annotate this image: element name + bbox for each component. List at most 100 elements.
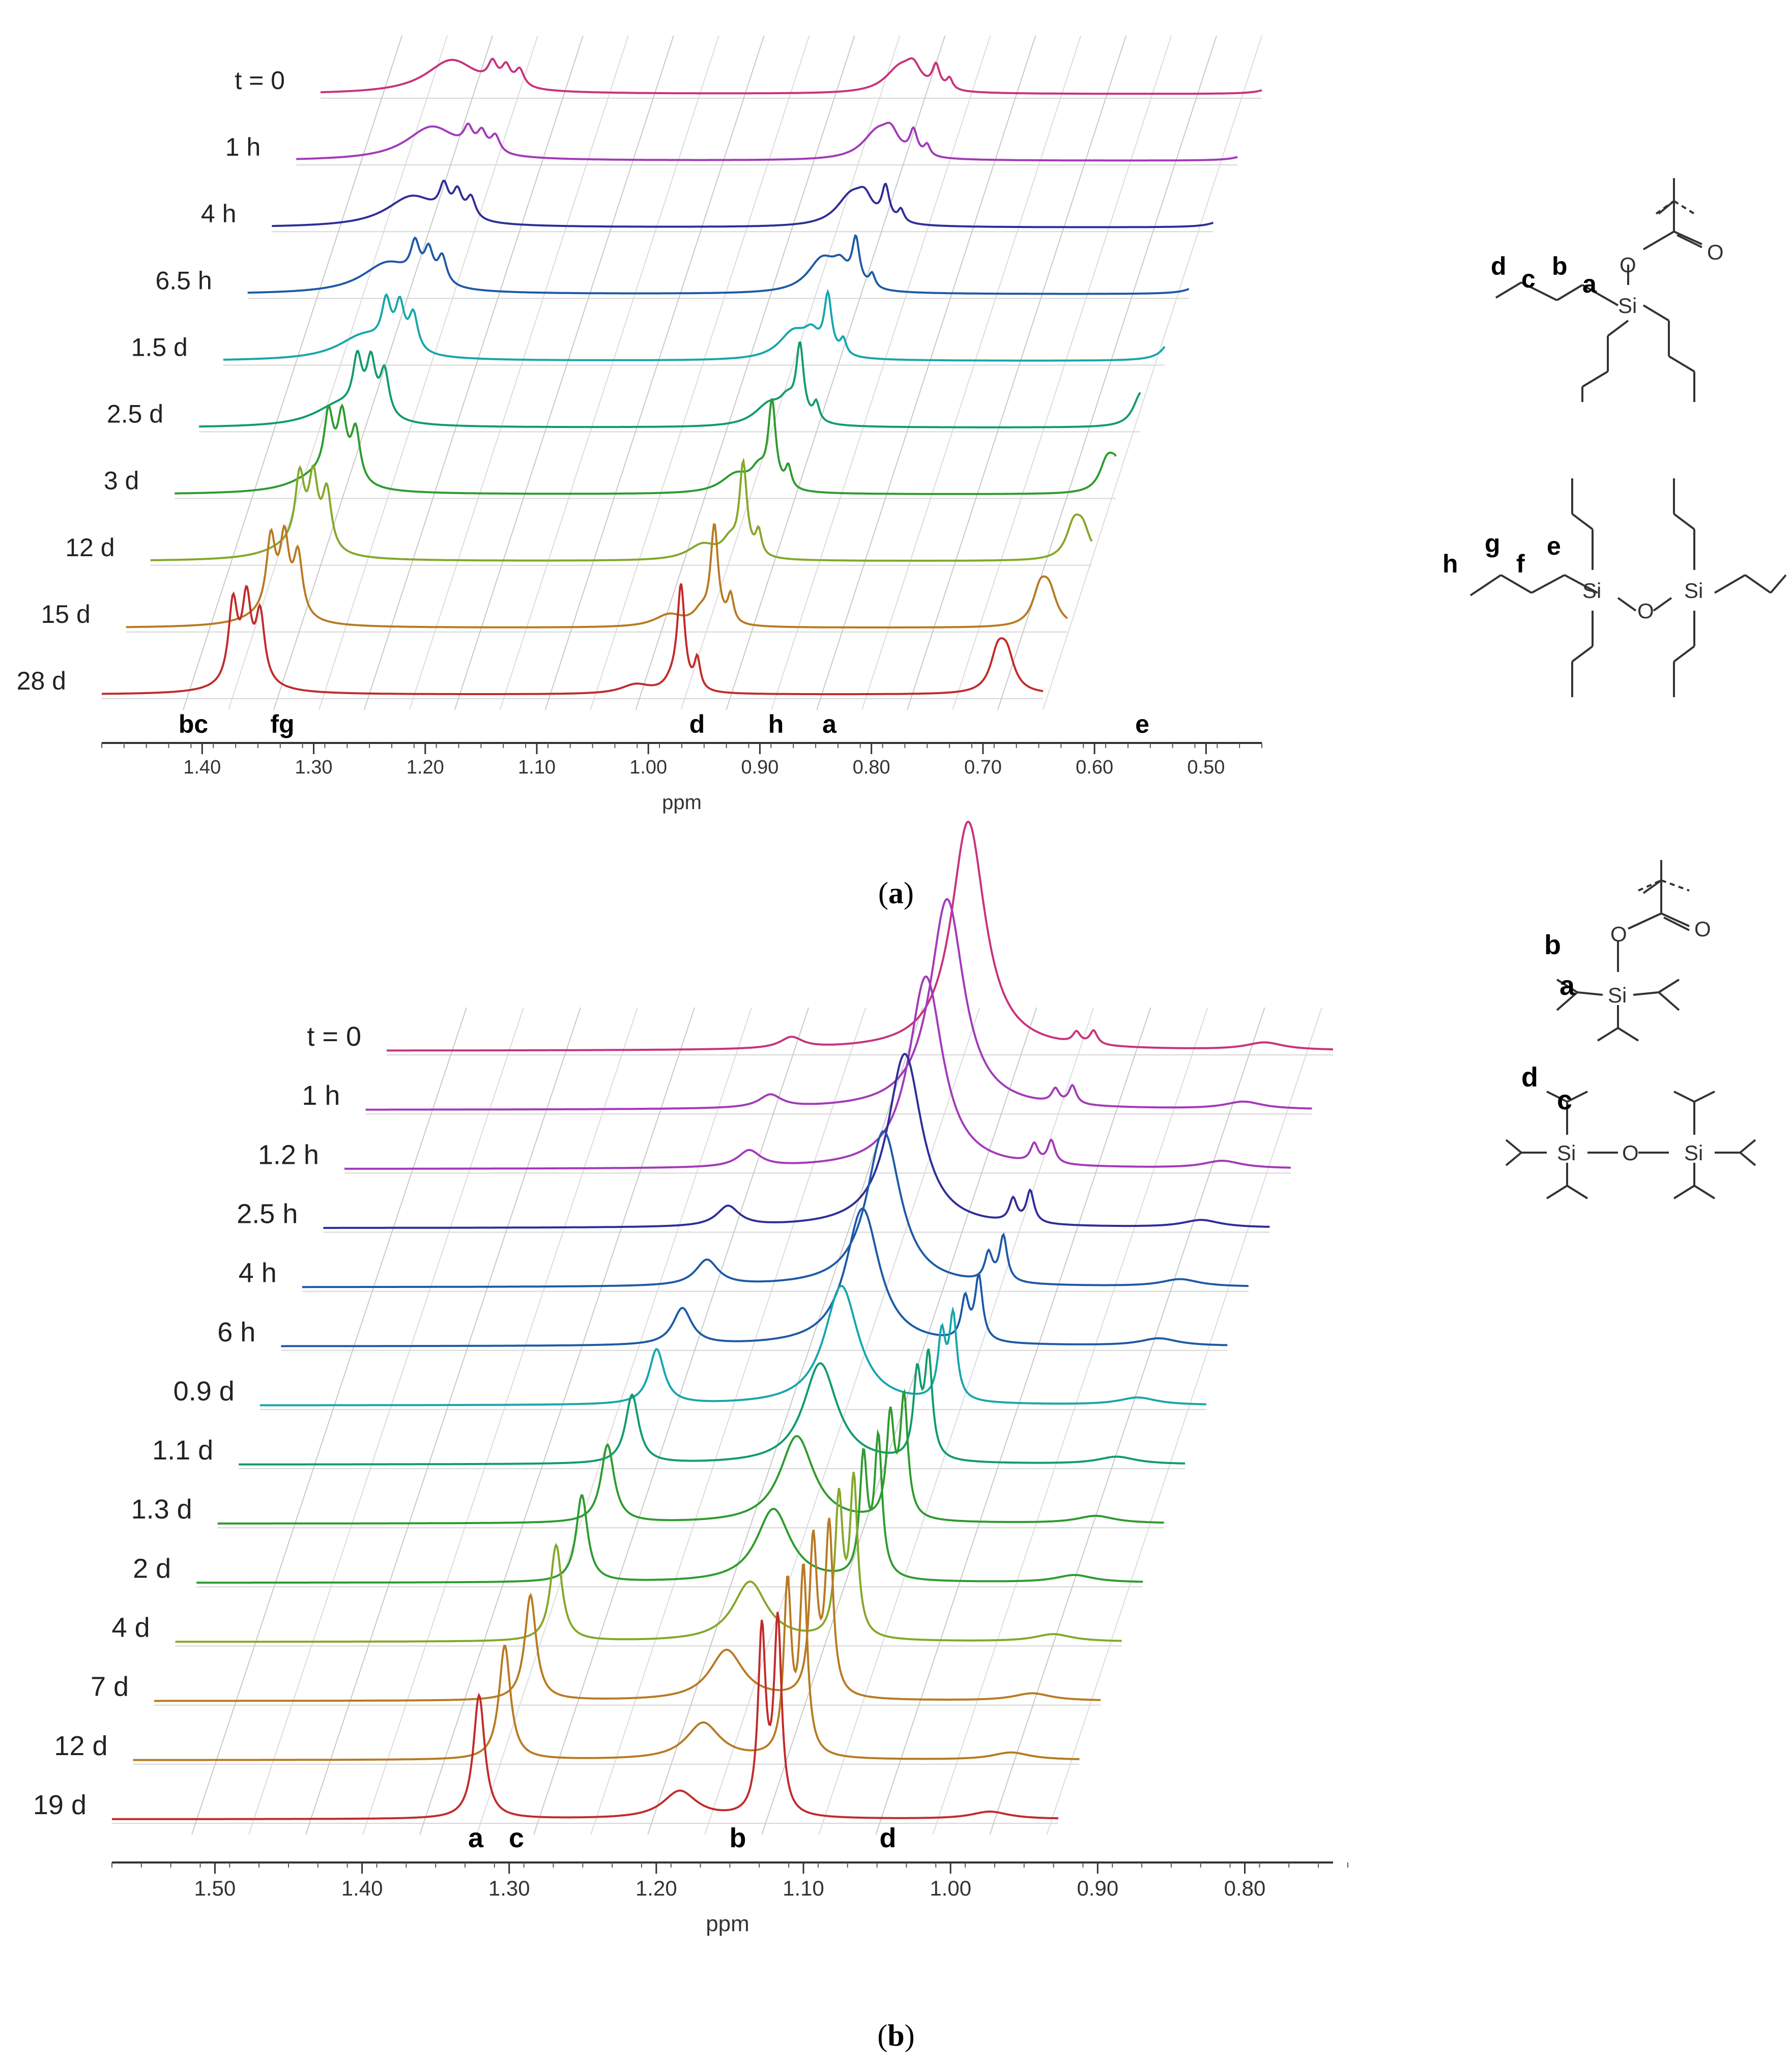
grid-slant — [771, 35, 991, 710]
x-tick-label: 1.50 — [194, 1876, 236, 1900]
x-tick-label: 0.80 — [853, 757, 890, 778]
x-tick-label: 0.80 — [1224, 1876, 1266, 1900]
annotation-b-b: b — [730, 1823, 746, 1853]
spectrum-trace — [302, 1130, 1249, 1288]
grid-slant — [1046, 1007, 1322, 1835]
series-label: 1.2 h — [258, 1139, 319, 1170]
structure-atom-si: Si — [1618, 294, 1637, 318]
structure-tributylsilyl-ester — [1495, 178, 1702, 402]
grid-slant — [590, 35, 810, 710]
series-label: 4 h — [239, 1258, 277, 1288]
spectrum-trace — [126, 523, 1068, 628]
series-label: 2 d — [133, 1553, 171, 1584]
grid-slant — [305, 1007, 581, 1835]
spectrum-trace — [387, 820, 1333, 1052]
x-tick-label: 1.00 — [629, 757, 667, 778]
structure-label-a: a — [1582, 270, 1597, 298]
x-tick-label: 1.30 — [488, 1876, 530, 1900]
spectrum-trace — [296, 122, 1238, 162]
structure-b-atom-si-right: Si — [1684, 1141, 1703, 1165]
grid-slant — [816, 35, 1036, 710]
grid-slant — [248, 1007, 524, 1835]
series-label: 0.9 d — [174, 1376, 235, 1407]
x-tick-label: 0.60 — [1076, 757, 1113, 778]
grid-slant — [191, 1007, 467, 1835]
grid-slant — [590, 1007, 866, 1835]
spectrum-trace — [344, 975, 1291, 1170]
grid-slant — [419, 1007, 696, 1835]
spectrum-trace — [281, 1207, 1228, 1348]
panel-a-x-ticks: 1.40 1.30 1.20 1.10 1.00 0.90 0.80 0.70 0.60 0.50 — [101, 743, 1262, 778]
grid-slant — [818, 1007, 1094, 1835]
structure-label-f: f — [1516, 550, 1525, 578]
structure-b-label-d: d — [1521, 1062, 1538, 1093]
series-label: 1.3 d — [131, 1494, 192, 1525]
series-label: 1.1 d — [152, 1435, 213, 1466]
panel-a-traces — [102, 57, 1262, 696]
spectrum-trace — [247, 234, 1190, 295]
structure-b-atom-o: O — [1610, 922, 1627, 946]
grid-slant — [273, 35, 493, 710]
series-label: 7 d — [91, 1672, 129, 1702]
panel-a-chart: t = 0 1 h 4 h 6.5 h 1.5 d 2.5 d 3 d 12 d 15 d 28 … — [17, 35, 1787, 910]
structure-label-g: g — [1485, 529, 1500, 558]
spectrum-trace — [223, 289, 1166, 362]
spectrum-trace — [199, 341, 1141, 428]
series-label: 4 d — [112, 1613, 150, 1643]
annotation-h: h — [768, 710, 784, 738]
structure-label-d: d — [1491, 252, 1507, 280]
spectrum-trace — [175, 1472, 1122, 1643]
structure-b-label-a: a — [1559, 970, 1575, 1001]
structure-triisopropylsilyl-ester — [1556, 860, 1690, 1042]
x-tick-label: 1.00 — [930, 1876, 971, 1900]
x-tick-label: 0.90 — [741, 757, 778, 778]
series-label: 1 h — [225, 133, 261, 161]
grid-slant — [183, 35, 403, 710]
spectrum-trace — [272, 180, 1214, 228]
spectrum-trace — [112, 1612, 1059, 1820]
grid-slant — [952, 35, 1172, 710]
series-label: 3 d — [104, 467, 139, 495]
structure-atom-si-left: Si — [1582, 579, 1601, 603]
spectrum-trace — [154, 1517, 1101, 1702]
panel-a-grid — [102, 35, 1262, 710]
series-label: 12 d — [65, 533, 114, 562]
grid-slant — [454, 35, 674, 710]
annotation-e: e — [1135, 710, 1149, 738]
spectrum-trace — [365, 898, 1312, 1111]
series-label: 2.5 h — [237, 1198, 298, 1229]
x-tick-label: 1.10 — [783, 1876, 824, 1900]
grid-slant — [409, 35, 629, 710]
structure-atom-o: O — [1620, 253, 1636, 277]
x-tick-label: 1.40 — [341, 1876, 383, 1900]
grid-slant — [997, 35, 1218, 710]
structure-label-b: b — [1552, 252, 1568, 280]
structure-label-c: c — [1521, 265, 1536, 293]
grid-slant — [362, 1007, 638, 1835]
structure-label-h: h — [1442, 550, 1458, 578]
structure-atom-o-bridge: O — [1637, 599, 1654, 623]
x-tick-label: 0.70 — [964, 757, 1002, 778]
structure-b-label-b: b — [1544, 930, 1561, 960]
x-tick-label: 1.10 — [518, 757, 556, 778]
annotation-d: d — [689, 710, 705, 738]
panel-b-caption: (b) — [877, 2019, 914, 2052]
x-tick-label: 0.50 — [1187, 757, 1225, 778]
grid-slant — [861, 35, 1082, 710]
series-label: 15 d — [41, 600, 90, 628]
grid-slant — [363, 35, 584, 710]
annotation-b-c: c — [509, 1823, 524, 1853]
x-tick-label: 0.90 — [1077, 1876, 1118, 1900]
spectrum-trace — [323, 1052, 1270, 1229]
annotation-a: a — [822, 710, 837, 738]
structure-hexabutyldisiloxane — [1469, 478, 1787, 697]
grid-slant — [989, 1007, 1265, 1835]
spectrum-trace — [196, 1429, 1143, 1584]
panel-b-x-ticks: 1.50 1.40 1.30 1.20 1.10 1.00 0.90 0.80 — [111, 1862, 1348, 1900]
structure-atom-si-right: Si — [1684, 579, 1703, 603]
spectrum-trace — [133, 1563, 1080, 1761]
panel-a-series-labels: t = 0 1 h 4 h 6.5 h 1.5 d 2.5 d 3 d 12 d 15 d 28 … — [17, 66, 285, 695]
series-label: 12 d — [54, 1731, 107, 1761]
x-tick-label: 1.30 — [295, 757, 333, 778]
